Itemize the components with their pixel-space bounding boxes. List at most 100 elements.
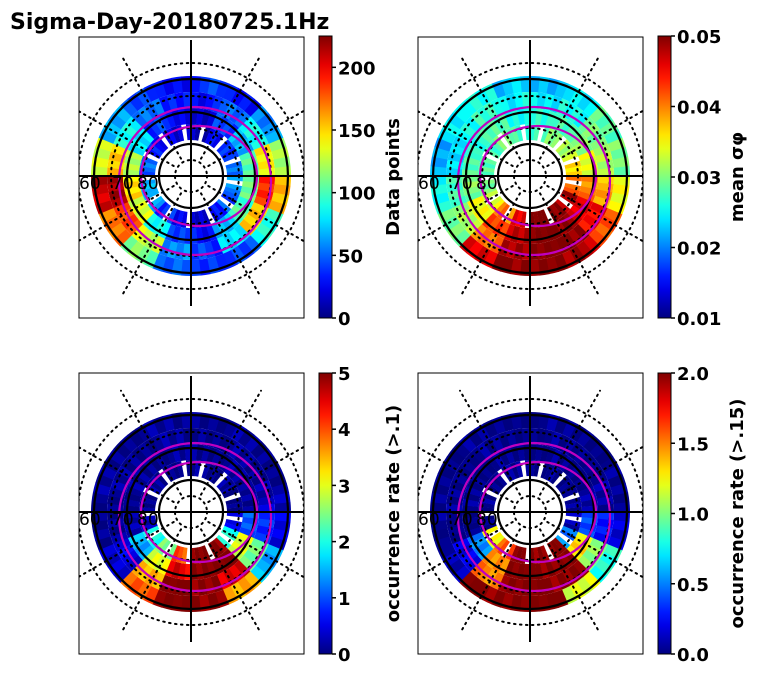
colorbar-tick-label: 0.03 xyxy=(677,168,721,189)
heat-cell xyxy=(119,571,138,590)
heat-cell xyxy=(250,441,269,460)
heat-cell xyxy=(543,93,555,112)
heat-cell xyxy=(222,189,240,201)
heat-cell xyxy=(210,113,224,131)
heat-cell xyxy=(473,468,490,484)
heat-cell xyxy=(157,203,171,220)
heat-cell xyxy=(552,201,567,217)
heat-cell xyxy=(223,548,240,565)
heat-cell xyxy=(540,545,550,562)
heat-cell xyxy=(467,143,485,157)
heat-cell xyxy=(236,143,254,157)
heat-cell xyxy=(158,557,172,575)
heat-cell xyxy=(253,479,272,493)
heat-cell xyxy=(578,116,596,134)
heat-cell xyxy=(125,526,143,539)
heat-cell xyxy=(138,463,155,480)
heat-cell xyxy=(589,105,608,124)
heat-cell xyxy=(120,549,139,566)
colorbar-gradient xyxy=(318,35,333,319)
heat-cell xyxy=(127,92,145,112)
heat-cell xyxy=(505,576,517,595)
heat-cell xyxy=(201,462,212,479)
heat-cell xyxy=(543,463,555,481)
heat-cell xyxy=(228,106,245,124)
heat-cell xyxy=(125,485,144,497)
latitude-label: 60 xyxy=(79,174,101,194)
heat-cell xyxy=(477,544,494,561)
heat-cell xyxy=(561,189,579,201)
heat-cell xyxy=(243,235,262,254)
heat-cell xyxy=(238,527,257,539)
heat-cell xyxy=(234,200,251,215)
heat-cell xyxy=(459,213,478,230)
heat-cell xyxy=(446,558,466,576)
heat-cell xyxy=(566,127,583,144)
heat-cell xyxy=(116,207,135,223)
heat-cell xyxy=(562,459,579,476)
heat-cell xyxy=(460,122,478,139)
heat-cell xyxy=(467,479,485,493)
heat-cell xyxy=(131,473,148,488)
heat-cell xyxy=(549,113,563,131)
heat-cell xyxy=(486,552,502,569)
heat-cell xyxy=(589,565,608,584)
heat-cell xyxy=(113,228,132,247)
heat-cell xyxy=(455,128,474,144)
heat-cell xyxy=(113,201,132,216)
heat-cell xyxy=(491,219,506,236)
heat-cell xyxy=(483,437,499,456)
heat-cell xyxy=(120,213,139,230)
heat-cell xyxy=(562,123,579,140)
heat-cell xyxy=(110,531,129,545)
heat-cell xyxy=(576,428,594,448)
heat-cell xyxy=(134,132,151,148)
heat-cell xyxy=(131,137,148,152)
heat-cell xyxy=(227,127,244,144)
heat-cell xyxy=(493,471,508,487)
heat-cell xyxy=(455,543,474,559)
heat-cell xyxy=(121,122,139,139)
heat-cell xyxy=(158,431,172,450)
heat-cell xyxy=(151,434,166,453)
heat-cell xyxy=(582,571,601,590)
heat-cell xyxy=(558,455,574,472)
heat-cell xyxy=(466,428,484,448)
heat-cell xyxy=(455,207,474,223)
heat-cell xyxy=(446,222,466,240)
heat-cell xyxy=(201,209,211,226)
heat-cell xyxy=(558,216,574,233)
heat-cell xyxy=(452,104,471,123)
heat-cell xyxy=(223,437,239,456)
heat-cell xyxy=(470,110,488,128)
colorbar-tick-label: 2 xyxy=(338,533,351,554)
heat-cell xyxy=(243,458,262,475)
heat-cell xyxy=(464,485,483,497)
heat-cell xyxy=(497,557,511,575)
heat-cell xyxy=(158,449,172,467)
heat-cell xyxy=(469,536,487,550)
heat-cell xyxy=(147,552,163,569)
heat-cell xyxy=(152,555,167,572)
colorbar: 0 50 100 150 200 Data points xyxy=(318,35,404,330)
heat-cell xyxy=(223,123,240,140)
colorbar-tick-label: 2.0 xyxy=(677,364,709,385)
heat-cell xyxy=(497,238,511,257)
heat-cell xyxy=(236,195,254,209)
heat-cell xyxy=(243,122,262,139)
heat-cell xyxy=(576,240,594,260)
heat-cell xyxy=(464,149,483,161)
heat-cell xyxy=(452,228,471,247)
heat-cell xyxy=(458,571,477,590)
heat-cell xyxy=(144,101,160,120)
heat-cell xyxy=(125,190,143,203)
heat-cell xyxy=(473,204,490,220)
heat-cell xyxy=(496,203,510,220)
heat-cell xyxy=(239,485,257,498)
heat-cell xyxy=(458,235,477,254)
heat-cell xyxy=(577,527,596,539)
heat-cell xyxy=(223,212,240,229)
colorbar: 0 1 2 3 4 5 occurrence rate (>.1) xyxy=(318,364,404,666)
heat-cell xyxy=(549,203,563,220)
